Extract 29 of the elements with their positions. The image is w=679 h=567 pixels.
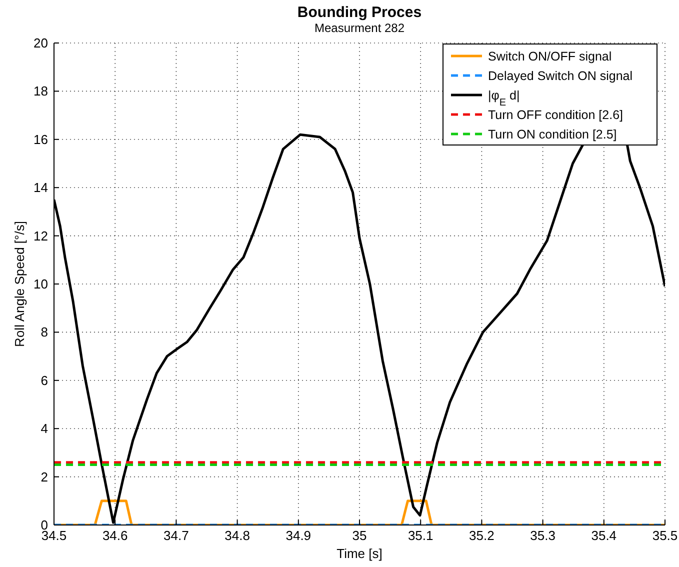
x-tick-label: 35.5 bbox=[652, 528, 678, 543]
x-tick-label: 35.3 bbox=[530, 528, 556, 543]
x-tick-label: 34.8 bbox=[224, 528, 250, 543]
y-tick-label: 2 bbox=[40, 469, 48, 484]
y-tick-label: 12 bbox=[34, 228, 48, 244]
y-tick-label: 18 bbox=[34, 84, 48, 99]
x-tick-label: 35.1 bbox=[408, 528, 434, 543]
y-tick-label: 6 bbox=[40, 372, 48, 388]
x-tick-label: 34.9 bbox=[286, 528, 312, 543]
x-axis-title: Time [s] bbox=[336, 546, 382, 561]
legend-label: Switch ON/OFF signal bbox=[488, 50, 612, 64]
legend-label: Turn OFF condition [2.6] bbox=[488, 108, 624, 122]
x-tick-label: 35.4 bbox=[591, 528, 617, 543]
x-tick-label: 35 bbox=[352, 528, 367, 543]
chart-title: Bounding Proces bbox=[297, 4, 422, 21]
x-tick-label: 35.2 bbox=[469, 528, 494, 543]
legend-label: Turn ON condition [2.5] bbox=[488, 128, 617, 142]
y-axis-title: Roll Angle Speed [°/s] bbox=[12, 221, 27, 347]
y-tick-label: 16 bbox=[34, 132, 48, 147]
y-tick-label: 14 bbox=[34, 180, 48, 196]
legend-label: Delayed Switch ON signal bbox=[488, 69, 633, 83]
y-tick-label: 10 bbox=[34, 276, 48, 292]
x-tick-label: 34.6 bbox=[102, 528, 128, 543]
y-tick-label: 20 bbox=[34, 36, 48, 50]
chart-subtitle: Measurment 282 bbox=[314, 21, 405, 35]
y-tick-label: 8 bbox=[40, 324, 48, 340]
legend-label: |φ$_{E}$ d| bbox=[488, 88, 520, 108]
x-tick-label: 34.7 bbox=[164, 528, 189, 543]
y-tick-label: 4 bbox=[40, 421, 48, 436]
